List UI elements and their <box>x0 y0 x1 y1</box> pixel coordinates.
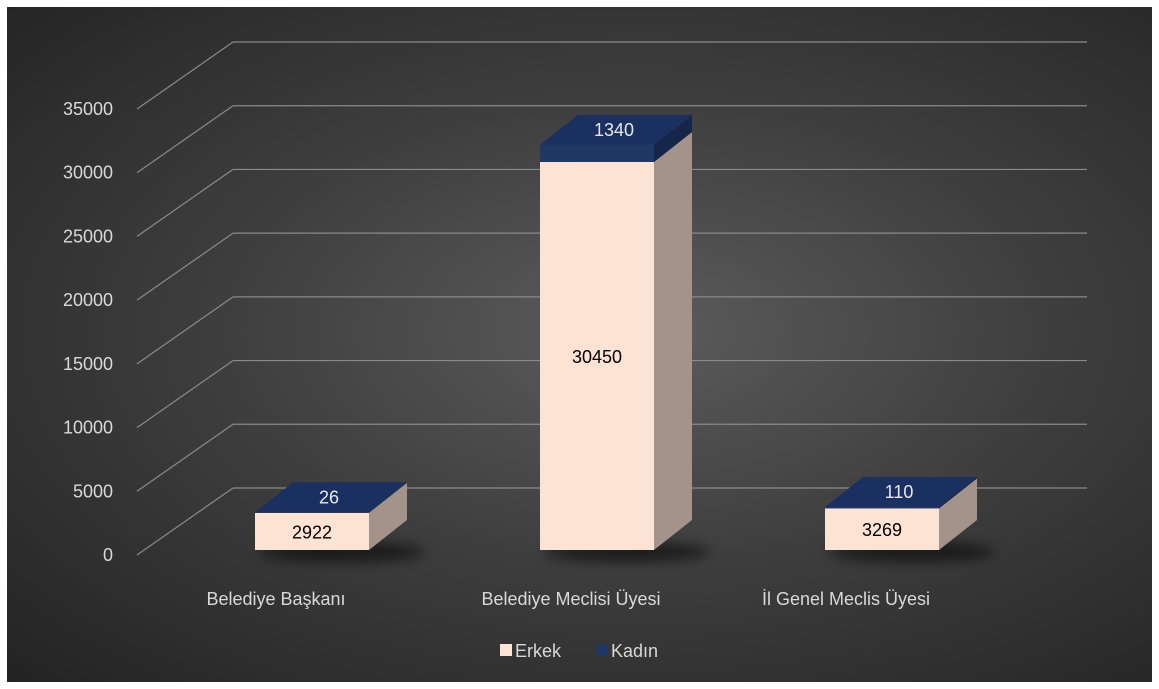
y-tick-label: 10000 <box>63 418 113 438</box>
x-category-label: Belediye Meclisi Üyesi <box>481 589 660 609</box>
y-tick-label: 5000 <box>73 481 113 501</box>
bar-kadin <box>540 114 692 162</box>
data-label-kadin: 1340 <box>594 120 634 140</box>
data-label-kadin: 110 <box>885 482 914 502</box>
y-tick-label: 0 <box>103 545 113 565</box>
bar-erkek <box>540 131 692 551</box>
chart-area: 0 5000 10000 15000 20000 25000 30000 35000 2922 2… <box>7 7 1152 682</box>
labels: 0 5000 10000 15000 20000 25000 30000 35000 2922 2… <box>63 99 930 609</box>
legend: Erkek Kadın <box>500 641 658 661</box>
legend-swatch-erkek <box>500 644 512 656</box>
gridline <box>136 105 1087 174</box>
data-label-kadin: 26 <box>319 487 339 507</box>
y-tick-label: 25000 <box>63 226 113 246</box>
stacked-3d-bar-chart: 0 5000 10000 15000 20000 25000 30000 35000 2922 2… <box>63 41 1087 661</box>
bars <box>255 114 977 551</box>
x-category-label: İl Genel Meclis Üyesi <box>762 589 930 609</box>
data-label-erkek: 3269 <box>862 520 902 540</box>
data-label-erkek: 2922 <box>292 522 332 542</box>
bar-erkek <box>825 478 977 550</box>
legend-label-kadin: Kadın <box>611 641 658 661</box>
bar-kadin <box>255 482 407 513</box>
legend-label-erkek: Erkek <box>515 641 562 661</box>
y-tick-label: 35000 <box>63 99 113 119</box>
x-category-label: Belediye Başkanı <box>206 589 345 609</box>
y-tick-label: 20000 <box>63 290 113 310</box>
y-tick-label: 30000 <box>63 163 113 183</box>
bar-kadin <box>825 476 977 509</box>
data-label-erkek: 30450 <box>572 347 622 367</box>
legend-swatch-kadin <box>596 644 608 656</box>
gridline <box>136 41 1087 110</box>
bar-erkek <box>255 482 407 550</box>
y-tick-label: 15000 <box>63 354 113 374</box>
